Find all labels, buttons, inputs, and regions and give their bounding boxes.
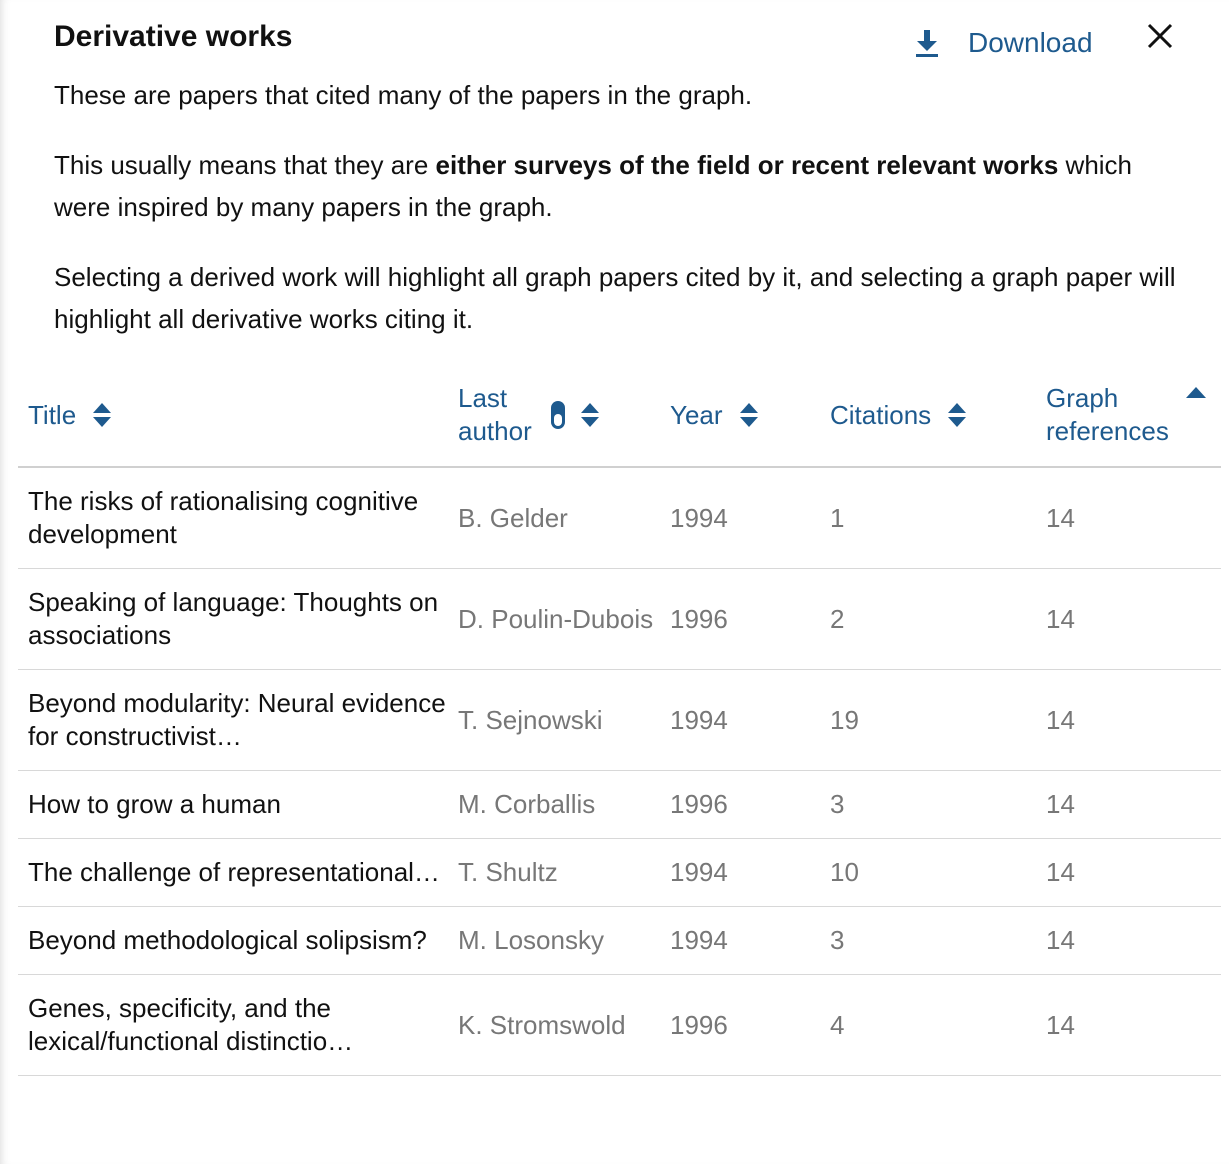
cell-last-author: T. Sejnowski: [448, 669, 660, 771]
cell-year: 1994: [660, 838, 820, 907]
cell-citations: 19: [820, 669, 1036, 771]
derivative-works-table: Title Last author: [18, 368, 1221, 1076]
cell-title: Beyond methodological solipsism?: [18, 906, 448, 975]
cell-last-author: T. Shultz: [448, 838, 660, 907]
column-header-last-author[interactable]: Last author: [448, 368, 660, 468]
cell-citations: 3: [820, 906, 1036, 975]
panel-description: These are papers that cited many of the …: [54, 74, 1194, 368]
cell-year: 1996: [660, 568, 820, 670]
cell-citations: 3: [820, 770, 1036, 839]
sort-icon: [948, 403, 967, 427]
cell-last-author: K. Stromswold: [448, 974, 660, 1076]
cell-citations: 4: [820, 974, 1036, 1076]
cell-last-author: B. Gelder: [448, 467, 660, 569]
cell-graph-references: 14: [1036, 467, 1221, 569]
cell-graph-references: 14: [1036, 906, 1221, 975]
close-icon[interactable]: [1144, 20, 1176, 52]
pill-toggle-icon[interactable]: [550, 400, 566, 430]
cell-graph-references: 14: [1036, 770, 1221, 839]
panel-title: Derivative works: [54, 20, 293, 53]
sort-ascending-icon: [1185, 387, 1206, 398]
description-paragraph-1: These are papers that cited many of the …: [54, 80, 753, 110]
table-row[interactable]: Beyond modularity: Neural evidence for c…: [18, 669, 1221, 771]
cell-citations: 2: [820, 568, 1036, 670]
description-paragraph-3: Selecting a derived work will highlight …: [54, 262, 1176, 334]
cell-graph-references: 14: [1036, 838, 1221, 907]
cell-graph-references: 14: [1036, 568, 1221, 670]
cell-title: Speaking of language: Thoughts on associ…: [18, 568, 448, 670]
cell-year: 1994: [660, 467, 820, 569]
table-row[interactable]: The challenge of representational… T. Sh…: [18, 838, 1221, 907]
column-header-citations[interactable]: Citations: [820, 368, 1036, 468]
cell-graph-references: 14: [1036, 974, 1221, 1076]
cell-last-author: D. Poulin-Dubois: [448, 568, 660, 670]
description-paragraph-2: This usually means that they are either …: [54, 150, 1133, 222]
cell-last-author: M. Losonsky: [448, 906, 660, 975]
cell-title: How to grow a human: [18, 770, 448, 839]
cell-graph-references: 14: [1036, 669, 1221, 771]
panel-header: Derivative works Download: [54, 18, 1189, 68]
cell-year: 1994: [660, 669, 820, 771]
column-header-year[interactable]: Year: [660, 368, 820, 468]
table-row[interactable]: How to grow a human M. Corballis 1996 3 …: [18, 770, 1221, 839]
cell-citations: 1: [820, 467, 1036, 569]
download-label: Download: [968, 27, 1093, 58]
cell-year: 1996: [660, 974, 820, 1076]
table-row[interactable]: Genes, specificity, and the lexical/func…: [18, 974, 1221, 1076]
cell-last-author: M. Corballis: [448, 770, 660, 839]
table-row[interactable]: Speaking of language: Thoughts on associ…: [18, 568, 1221, 670]
description-emphasis: either surveys of the field or recent re…: [435, 150, 1059, 180]
cell-title: Beyond modularity: Neural evidence for c…: [18, 669, 448, 771]
cell-year: 1994: [660, 906, 820, 975]
sort-icon: [580, 403, 599, 427]
download-button[interactable]: Download: [914, 24, 1093, 62]
sort-icon: [93, 403, 112, 427]
cell-year: 1996: [660, 770, 820, 839]
sort-icon: [739, 403, 758, 427]
cell-title: The risks of rationalising cognitive dev…: [18, 467, 448, 569]
column-header-title[interactable]: Title: [18, 368, 448, 468]
cell-title: Genes, specificity, and the lexical/func…: [18, 974, 448, 1076]
table-header-row: Title Last author: [18, 368, 1221, 468]
table-row[interactable]: The risks of rationalising cognitive dev…: [18, 467, 1221, 569]
table-row[interactable]: Beyond methodological solipsism? M. Loso…: [18, 906, 1221, 975]
column-header-graph-references[interactable]: Graph references: [1036, 368, 1221, 468]
cell-citations: 10: [820, 838, 1036, 907]
cell-title: The challenge of representational…: [18, 838, 448, 907]
download-icon: [916, 30, 938, 57]
